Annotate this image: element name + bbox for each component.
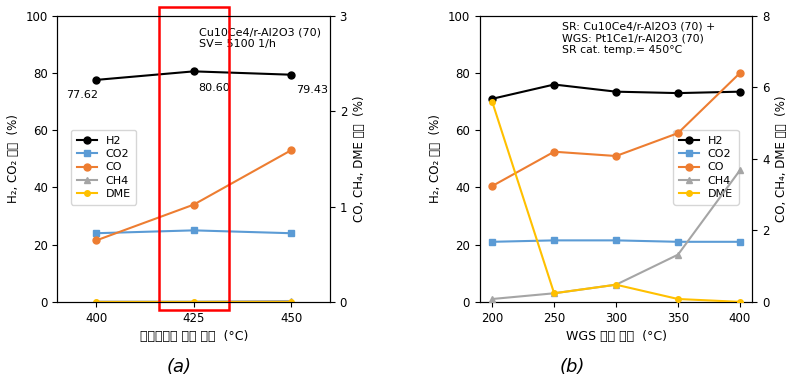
Legend: H2, CO2, CO, CH4, DME: H2, CO2, CO, CH4, DME — [673, 130, 739, 205]
Text: 79.43: 79.43 — [297, 85, 328, 95]
Y-axis label: CO, CH₄, DME 농도  (%): CO, CH₄, DME 농도 (%) — [775, 96, 788, 222]
Text: SR: Cu10Ce4/r-Al2O3 (70) +
WGS: Pt1Ce1/r-Al2O3 (70)
SR cat. temp.= 450°C: SR: Cu10Ce4/r-Al2O3 (70) + WGS: Pt1Ce1/r… — [561, 22, 715, 55]
Y-axis label: CO, CH₄, DME 농도  (%): CO, CH₄, DME 농도 (%) — [353, 96, 366, 222]
Text: Cu10Ce4/r-Al2O3 (70)
SV= 5100 1/h: Cu10Ce4/r-Al2O3 (70) SV= 5100 1/h — [200, 27, 321, 49]
X-axis label: 수증기개질 촉매 온도  (°C): 수증기개질 촉매 온도 (°C) — [139, 330, 248, 343]
Text: 77.62: 77.62 — [66, 90, 98, 100]
Text: (b): (b) — [560, 358, 585, 375]
Y-axis label: H₂, CO₂ 농도  (%): H₂, CO₂ 농도 (%) — [7, 115, 20, 203]
X-axis label: WGS 촉매 온도  (°C): WGS 촉매 온도 (°C) — [565, 330, 666, 343]
Text: 80.60: 80.60 — [198, 83, 230, 93]
Y-axis label: H₂, CO₂ 농도  (%): H₂, CO₂ 농도 (%) — [429, 115, 442, 203]
Legend: H2, CO2, CO, CH4, DME: H2, CO2, CO, CH4, DME — [72, 130, 136, 205]
Bar — [159, 7, 229, 310]
Text: (a): (a) — [166, 358, 192, 375]
